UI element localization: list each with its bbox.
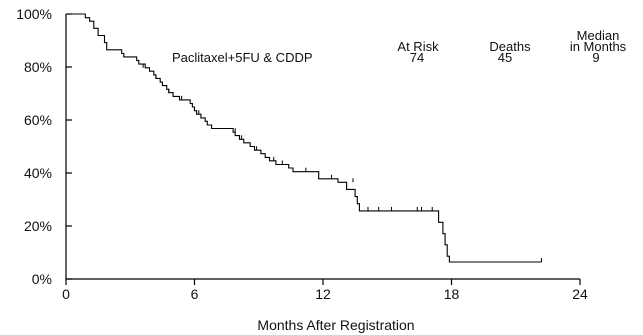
x-axis-title: Months After Registration xyxy=(257,317,414,333)
y-tick-label: 60% xyxy=(24,112,52,128)
deaths-value: 45 xyxy=(498,50,512,65)
y-tick-label: 20% xyxy=(24,218,52,234)
x-tick-label: 24 xyxy=(572,286,588,302)
at-risk-value: 74 xyxy=(410,50,424,65)
series-layer xyxy=(66,13,542,263)
median-value: 9 xyxy=(592,50,599,65)
deaths-header: Deaths xyxy=(489,39,531,54)
y-tick-label: 40% xyxy=(24,165,52,181)
median-header-line2: in Months xyxy=(570,39,627,54)
at-risk-header: At Risk xyxy=(397,39,439,54)
series-annotation-label: Paclitaxel+5FU & CDDP xyxy=(172,50,313,65)
series-group xyxy=(66,13,542,263)
x-tick-label: 18 xyxy=(444,286,460,302)
y-tick-label: 0% xyxy=(32,271,52,287)
median-header-line1: Median xyxy=(577,28,620,43)
x-tick-label: 6 xyxy=(191,286,199,302)
annotation-block: Paclitaxel+5FU & CDDP At Risk 74 Deaths … xyxy=(172,28,627,65)
y-axis-ticks: 0% 20% 40% 60% 80% 100% xyxy=(16,6,72,287)
x-tick-label: 0 xyxy=(62,286,70,302)
y-tick-label: 80% xyxy=(24,59,52,75)
x-tick-label: 12 xyxy=(315,286,331,302)
y-tick-label: 100% xyxy=(16,6,52,22)
x-axis-ticks: 0 6 12 18 24 xyxy=(62,279,588,302)
survival-step-line xyxy=(66,13,542,263)
